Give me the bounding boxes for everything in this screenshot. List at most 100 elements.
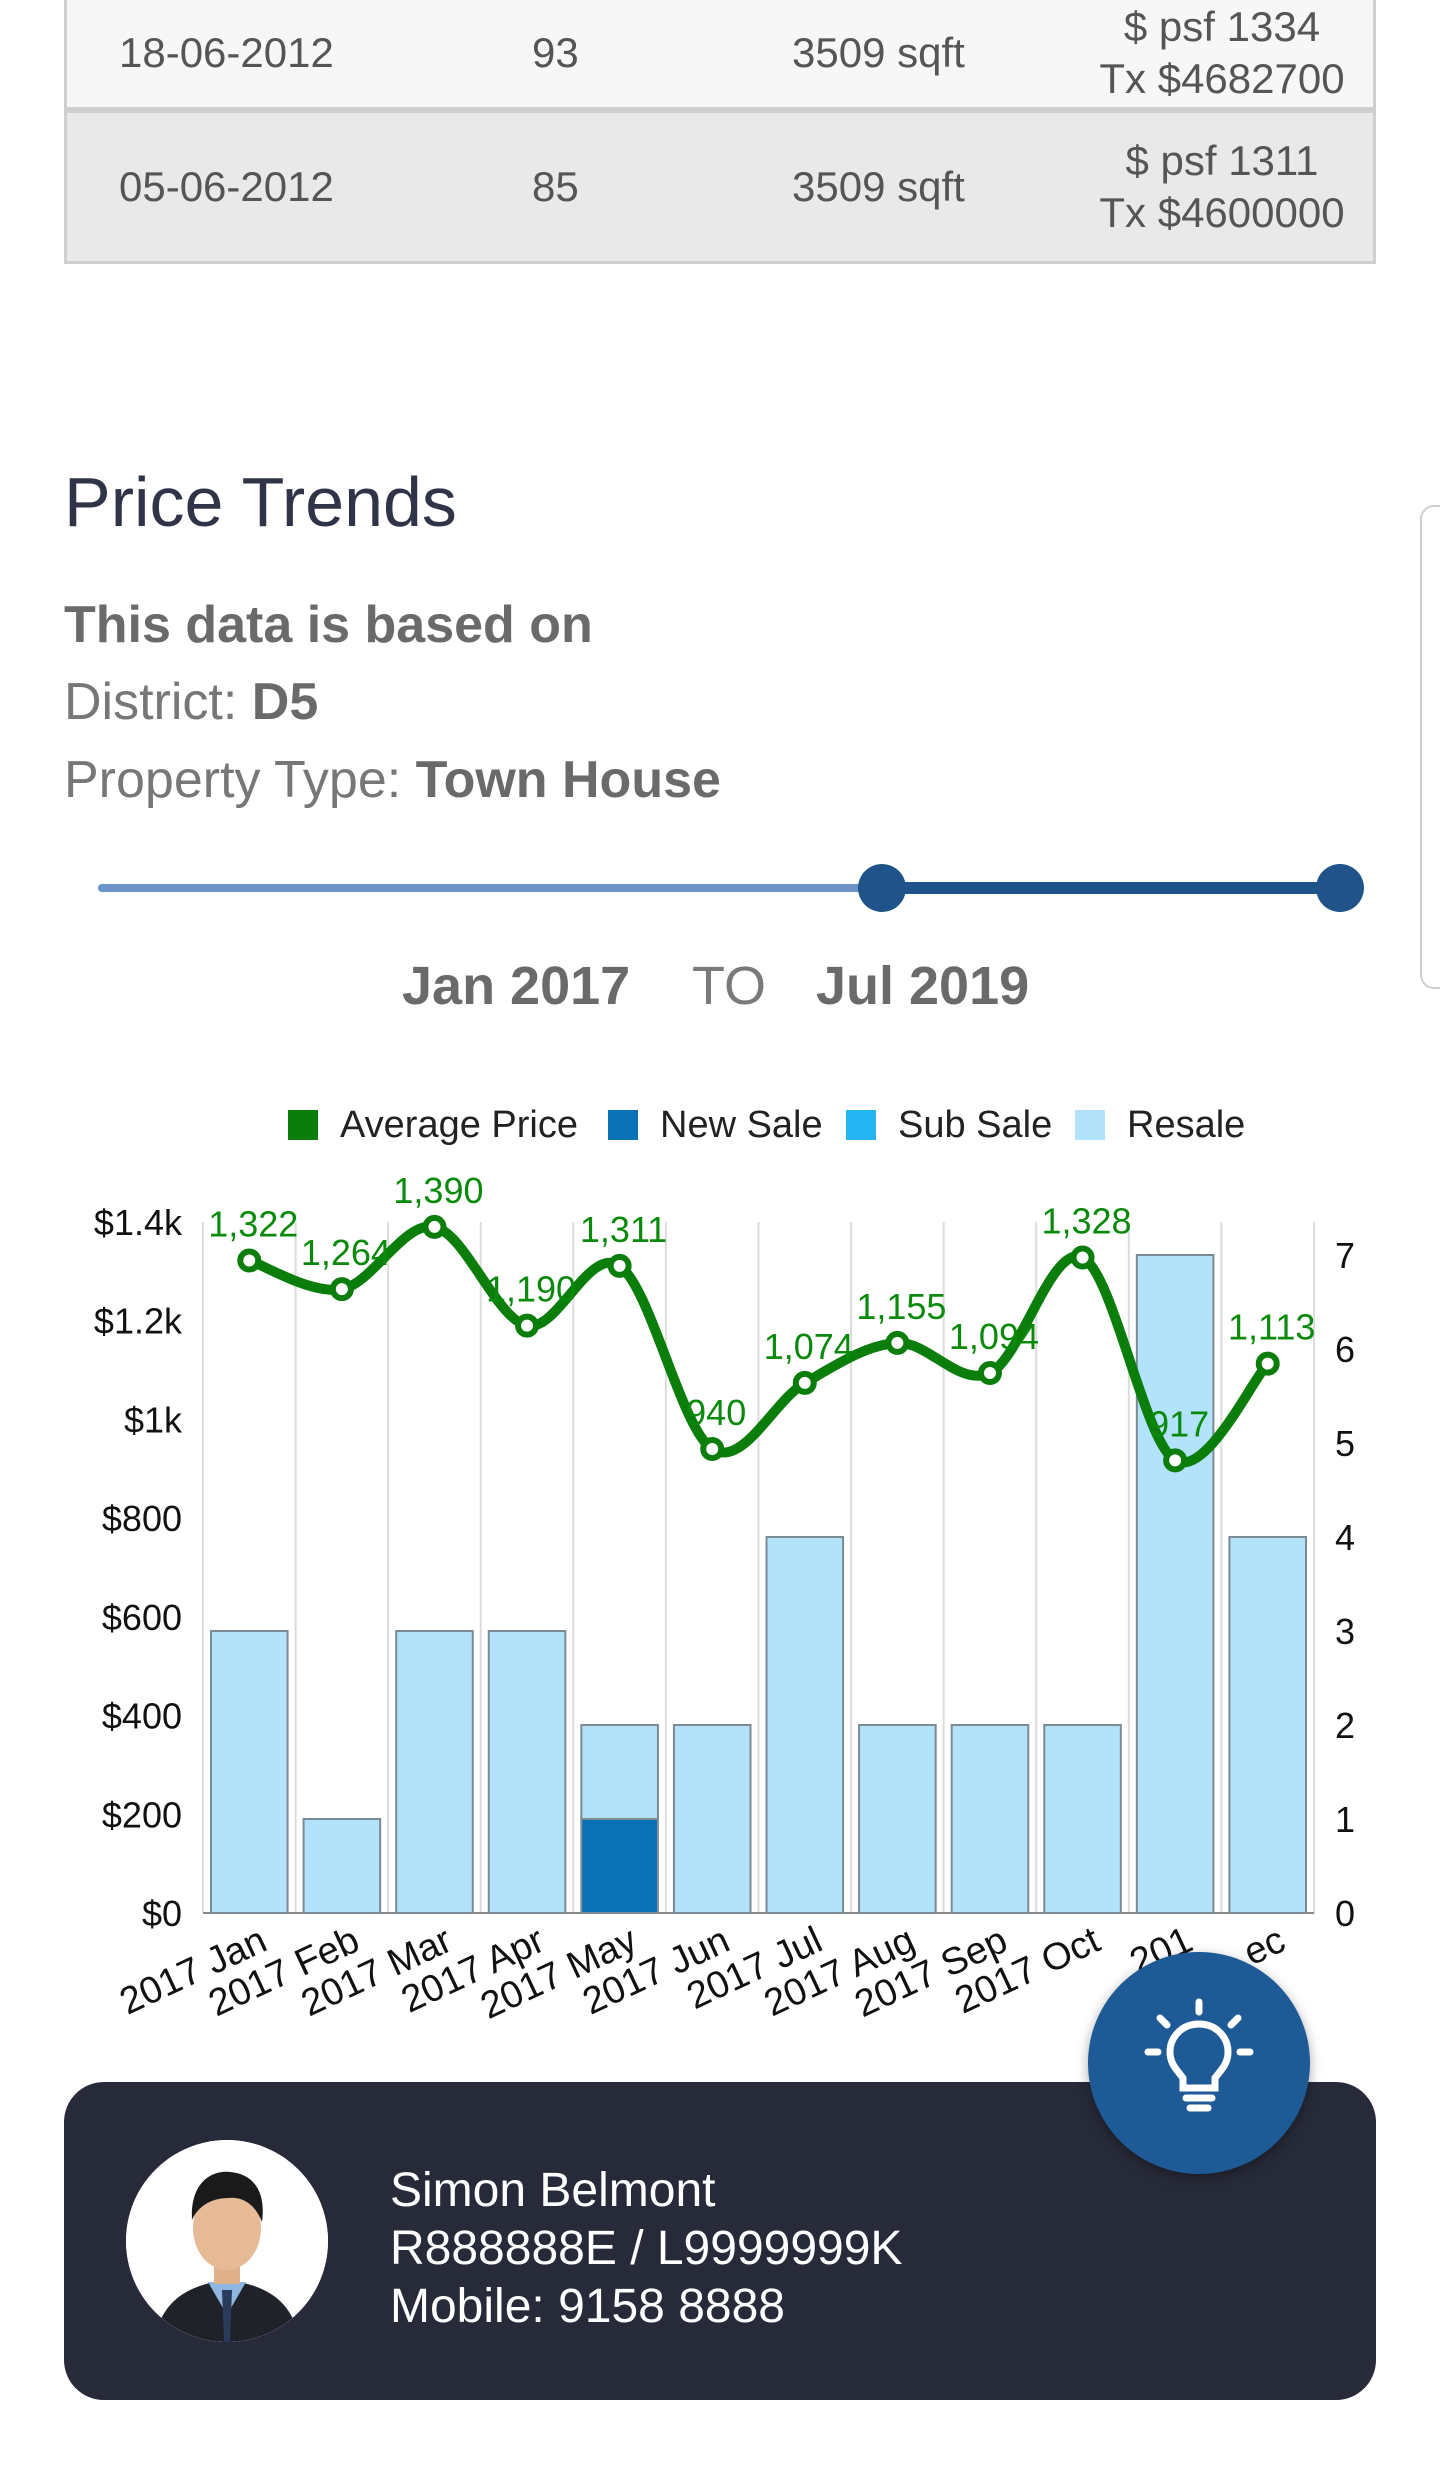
tx-date: 18-06-2012 — [119, 28, 334, 76]
date-range-slider[interactable] — [98, 862, 1364, 912]
range-start-label: Jan 2017 — [402, 956, 631, 1016]
slider-selected-range — [882, 882, 1340, 894]
range-to-label: TO — [692, 956, 767, 1016]
district-label: District: — [64, 673, 252, 731]
data-label: 1,113 — [1228, 1307, 1315, 1348]
property-type-value: Town House — [415, 751, 721, 809]
bar-resale — [1228, 1536, 1307, 1914]
tx-psm: 93 — [532, 28, 579, 76]
data-label: 1,190 — [486, 1269, 576, 1310]
right-axis-tick: 0 — [1335, 1893, 1355, 1934]
right-axis-tick: 5 — [1335, 1423, 1355, 1464]
tx-area: 3509 sqft — [792, 163, 965, 210]
average-price-point — [977, 1361, 1002, 1386]
agent-mobile[interactable]: Mobile: 9158 8888 — [390, 2280, 785, 2333]
average-price-point — [607, 1253, 632, 1278]
data-label: 1,155 — [856, 1286, 946, 1327]
tx-date: 05-06-2012 — [119, 163, 334, 210]
data-label: 1,328 — [1041, 1201, 1131, 1242]
right-axis-tick: 4 — [1335, 1517, 1355, 1558]
transaction-table: 18-06-2012 93 3509 sqft $ psf 1334 Tx $4… — [64, 0, 1376, 264]
bar-resale — [302, 1818, 382, 1914]
data-label: 1,322 — [208, 1203, 298, 1244]
right-axis-tick: 1 — [1335, 1799, 1355, 1840]
tx-amount: Tx $4600000 — [1099, 189, 1345, 236]
bar-resale — [580, 1724, 659, 1820]
range-end-label: Jul 2019 — [816, 956, 1030, 1016]
agent-license: R888888E / L9999999K — [390, 2222, 903, 2275]
right-axis-tick: 3 — [1335, 1611, 1355, 1652]
lightbulb-icon — [1144, 1998, 1254, 2112]
average-price-point — [700, 1437, 725, 1462]
average-price-point — [1070, 1245, 1095, 1270]
table-row: 05-06-2012 85 3509 sqft $ psf 1311 Tx $4… — [67, 113, 1373, 261]
bar-resale — [765, 1536, 845, 1914]
left-axis-tick: $1.2k — [94, 1301, 183, 1342]
price-trend-chart: Average Price New Sale Sub Sale Resale $0 $20… — [94, 1104, 1355, 2028]
left-axis-tick: $600 — [102, 1597, 182, 1638]
left-axis-tick: $800 — [102, 1498, 182, 1539]
bar-resale — [950, 1724, 1030, 1914]
legend-swatch — [846, 1110, 876, 1140]
tx-psm: 85 — [532, 163, 579, 210]
tx-price: $ psf 1311 Tx $4600000 — [1087, 135, 1357, 239]
right-axis-tick: 7 — [1335, 1235, 1355, 1276]
bar-new-sale — [580, 1818, 659, 1914]
agent-details: Simon Belmont R888888E / L9999999K Mobil… — [390, 2162, 902, 2336]
average-price-point — [329, 1277, 354, 1302]
bar-resale — [1043, 1724, 1122, 1914]
left-axis-tick: $1.4k — [94, 1202, 183, 1243]
side-drawer-handle[interactable] — [1420, 505, 1440, 989]
legend-label: Average Price — [340, 1104, 578, 1146]
bar-resale — [672, 1724, 752, 1914]
district-value: D5 — [251, 673, 319, 731]
data-label: 1,390 — [393, 1170, 483, 1211]
section-title: Price Trends — [64, 463, 457, 541]
average-price-point — [1255, 1351, 1280, 1376]
legend-label: Sub Sale — [898, 1104, 1052, 1146]
bar-resale — [210, 1630, 289, 1914]
tx-area: 3509 sqft — [792, 28, 965, 76]
table-row: 18-06-2012 93 3509 sqft $ psf 1334 Tx $4… — [67, 0, 1373, 113]
average-price-point — [1163, 1448, 1188, 1473]
average-price-point — [885, 1330, 910, 1355]
left-axis-tick: $200 — [102, 1794, 182, 1835]
legend-swatch — [1075, 1110, 1105, 1140]
bar-resale — [1135, 1254, 1215, 1914]
tx-psf: $ psf 1311 — [1125, 137, 1319, 184]
data-label: 1,264 — [301, 1232, 391, 1273]
legend-label: New Sale — [660, 1104, 823, 1146]
bar-resale — [487, 1630, 567, 1914]
data-label: 917 — [1149, 1403, 1209, 1444]
right-axis-tick: 6 — [1335, 1329, 1355, 1370]
slider-start-handle[interactable] — [858, 864, 907, 912]
tx-psf: $ psf 1334 — [1123, 2, 1321, 50]
slider-track — [98, 884, 1364, 892]
tx-price: $ psf 1334 Tx $4682700 — [1087, 1, 1357, 105]
left-axis-tick: $0 — [142, 1893, 182, 1934]
average-price-point — [515, 1313, 540, 1338]
based-on-label: This data is based on — [64, 596, 593, 654]
bar-resale — [858, 1724, 937, 1914]
agent-name: Simon Belmont — [390, 2164, 716, 2217]
left-axis-tick: $400 — [102, 1696, 182, 1737]
tips-button[interactable] — [1088, 1952, 1310, 2174]
left-axis-tick: $1k — [124, 1399, 183, 1440]
data-label: 1,074 — [764, 1326, 854, 1367]
bar-resale — [395, 1630, 474, 1914]
tx-amount: Tx $4682700 — [1099, 54, 1345, 102]
data-label: 940 — [686, 1392, 746, 1433]
legend-swatch — [288, 1110, 318, 1140]
agent-avatar — [126, 2140, 328, 2342]
average-price-point — [422, 1214, 447, 1239]
legend-swatch — [608, 1110, 638, 1140]
average-price-point — [237, 1248, 262, 1273]
data-label: 1,094 — [949, 1316, 1039, 1357]
district-line: District: D5 — [64, 672, 318, 732]
legend-label: Resale — [1127, 1104, 1245, 1146]
average-price-point — [792, 1370, 817, 1395]
property-type-line: Property Type: Town House — [64, 750, 721, 810]
property-type-label: Property Type: — [64, 751, 416, 809]
slider-end-handle[interactable] — [1316, 864, 1364, 912]
data-label: 1,311 — [580, 1209, 667, 1250]
